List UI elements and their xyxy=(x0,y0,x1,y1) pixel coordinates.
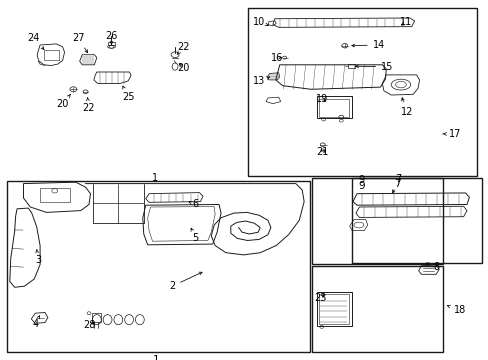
Bar xyxy=(316,292,351,326)
Text: 26: 26 xyxy=(105,31,118,44)
Text: 15: 15 xyxy=(355,62,393,72)
Text: 18: 18 xyxy=(447,305,465,315)
Text: 16: 16 xyxy=(270,53,283,63)
Bar xyxy=(318,99,348,117)
Text: 22: 22 xyxy=(177,42,189,55)
Text: 25: 25 xyxy=(122,86,134,102)
Text: 11: 11 xyxy=(399,17,411,27)
Bar xyxy=(7,181,309,352)
Text: 9: 9 xyxy=(358,181,365,191)
Bar xyxy=(44,50,59,60)
Text: 24: 24 xyxy=(27,33,44,50)
Text: 1: 1 xyxy=(152,173,158,183)
Text: 9: 9 xyxy=(358,175,364,185)
Text: 7: 7 xyxy=(392,174,401,193)
Text: 6: 6 xyxy=(189,199,198,210)
Text: 13: 13 xyxy=(252,76,269,86)
Bar xyxy=(318,294,348,324)
Text: 14: 14 xyxy=(351,40,385,50)
Text: 4: 4 xyxy=(32,316,40,329)
Text: 10: 10 xyxy=(252,17,268,27)
Text: 8: 8 xyxy=(426,262,438,272)
Bar xyxy=(311,266,442,352)
Text: 12: 12 xyxy=(400,98,412,117)
Text: 1: 1 xyxy=(153,355,160,360)
Bar xyxy=(311,178,442,264)
Bar xyxy=(351,178,481,263)
Text: 19: 19 xyxy=(315,94,327,104)
Text: 17: 17 xyxy=(442,129,460,139)
Text: 5: 5 xyxy=(191,228,198,243)
Bar xyxy=(248,8,476,176)
Text: 21: 21 xyxy=(316,147,328,157)
Text: 23: 23 xyxy=(313,293,326,303)
Text: 3: 3 xyxy=(35,249,41,265)
Text: 27: 27 xyxy=(72,33,87,53)
Text: 7: 7 xyxy=(393,179,400,189)
Bar xyxy=(40,188,70,202)
Bar xyxy=(107,42,115,45)
Text: 2: 2 xyxy=(169,272,202,291)
Text: 22: 22 xyxy=(82,98,95,113)
Text: 20: 20 xyxy=(177,63,189,73)
Text: 20: 20 xyxy=(56,94,70,109)
Text: 28: 28 xyxy=(82,320,95,330)
Bar xyxy=(92,313,101,322)
Bar xyxy=(347,64,354,68)
Bar xyxy=(316,96,351,118)
